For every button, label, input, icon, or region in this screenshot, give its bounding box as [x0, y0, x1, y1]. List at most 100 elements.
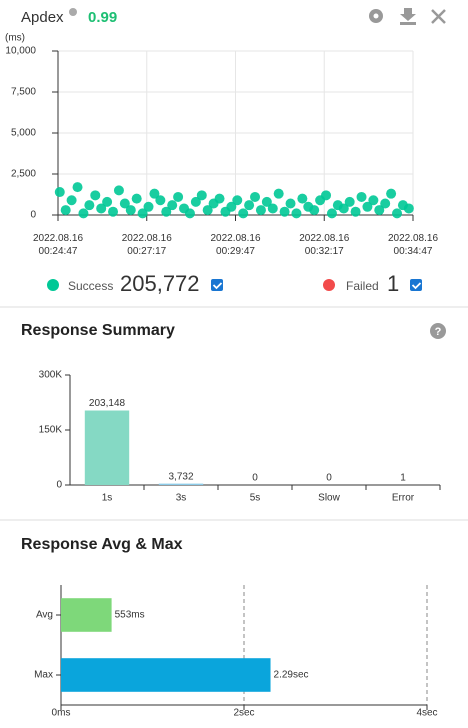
- y-tick-label: 300K: [39, 370, 63, 381]
- point: [96, 203, 107, 214]
- value-label: 1: [400, 473, 406, 484]
- point: [350, 206, 361, 217]
- bar: [61, 598, 112, 632]
- point: [131, 193, 142, 204]
- x-tick-label: Error: [392, 493, 415, 504]
- point: [167, 200, 178, 211]
- point: [149, 188, 160, 199]
- point: [321, 190, 332, 201]
- point: [72, 182, 83, 193]
- point: [137, 208, 148, 219]
- y-axis-label: (ms): [5, 33, 25, 44]
- point: [368, 195, 379, 206]
- point: [66, 195, 77, 206]
- point: [84, 200, 95, 211]
- bar: [61, 658, 271, 692]
- x-tick-label: 2022.08.16 00:32:17: [299, 233, 349, 257]
- x-tick-label: 2sec: [233, 708, 254, 719]
- settings-icon[interactable]: [369, 9, 383, 23]
- point: [60, 205, 71, 216]
- y-tick-label: 0: [30, 210, 36, 221]
- point: [161, 206, 172, 217]
- point: [90, 190, 101, 201]
- point: [392, 208, 403, 219]
- x-tick-label: 2022.08.16 00:24:47: [33, 233, 83, 257]
- point: [196, 190, 207, 201]
- point: [380, 198, 391, 209]
- failed-checkbox[interactable]: [410, 279, 422, 291]
- success-label: Success: [68, 279, 113, 293]
- point: [356, 191, 367, 202]
- point: [155, 195, 166, 206]
- svg-text:?: ?: [435, 326, 442, 338]
- point: [102, 196, 113, 207]
- point: [108, 206, 119, 217]
- point: [78, 208, 89, 219]
- y-tick-label: Avg: [36, 610, 53, 621]
- x-tick-label: Slow: [318, 493, 340, 504]
- apdex-score: 0.99: [88, 9, 117, 26]
- point: [232, 195, 243, 206]
- success-dot: [47, 279, 59, 291]
- x-tick-label: 3s: [176, 493, 187, 504]
- point: [244, 200, 255, 211]
- point: [261, 196, 272, 207]
- success-checkbox[interactable]: [211, 279, 223, 291]
- point: [374, 205, 385, 216]
- point: [119, 198, 130, 209]
- x-tick-label: 4sec: [416, 708, 437, 719]
- expand-icon[interactable]: [431, 9, 446, 24]
- failed-label: Failed: [346, 279, 379, 293]
- x-tick-label: 2022.08.16 00:29:47: [210, 233, 260, 257]
- point: [362, 201, 373, 212]
- bar: [158, 483, 204, 485]
- x-tick-label: 2022.08.16 00:34:47: [388, 233, 438, 257]
- point: [226, 201, 237, 212]
- point: [326, 208, 337, 219]
- point: [297, 193, 308, 204]
- point: [113, 185, 124, 196]
- point: [309, 205, 320, 216]
- failed-count: 1: [387, 271, 399, 296]
- avg-max-title: Response Avg & Max: [21, 536, 183, 553]
- apdex-title: Apdex: [21, 9, 64, 26]
- y-tick-label: 0: [56, 480, 62, 491]
- y-tick-label: 10,000: [5, 46, 36, 57]
- bar: [84, 410, 130, 485]
- point: [291, 208, 302, 219]
- point: [279, 206, 290, 217]
- point: [338, 203, 349, 214]
- y-tick-label: 2,500: [11, 169, 36, 180]
- point: [403, 203, 414, 214]
- value-label: 0: [252, 473, 258, 484]
- value-label: 203,148: [89, 398, 126, 409]
- point: [214, 193, 225, 204]
- point: [190, 196, 201, 207]
- x-tick-label: 2022.08.16 00:27:17: [122, 233, 172, 257]
- point: [238, 208, 249, 219]
- point: [386, 188, 397, 199]
- point: [202, 205, 213, 216]
- y-tick-label: 5,000: [11, 128, 36, 139]
- success-count: 205,772: [120, 271, 200, 296]
- point: [143, 201, 154, 212]
- point: [184, 208, 195, 219]
- value-label: 553ms: [115, 610, 145, 621]
- point: [267, 203, 278, 214]
- point: [285, 198, 296, 209]
- y-tick-label: Max: [34, 670, 53, 681]
- point: [54, 187, 65, 198]
- point: [173, 191, 184, 202]
- point: [250, 191, 261, 202]
- x-tick-label: 1s: [102, 493, 113, 504]
- summary-title: Response Summary: [21, 322, 175, 339]
- help-icon[interactable]: ?: [430, 323, 446, 339]
- point: [344, 196, 355, 207]
- help-icon[interactable]: [69, 8, 77, 16]
- point: [125, 205, 136, 216]
- y-tick-label: 7,500: [11, 87, 36, 98]
- failed-dot: [323, 279, 335, 291]
- download-icon[interactable]: [400, 8, 416, 25]
- y-tick-label: 150K: [39, 425, 63, 436]
